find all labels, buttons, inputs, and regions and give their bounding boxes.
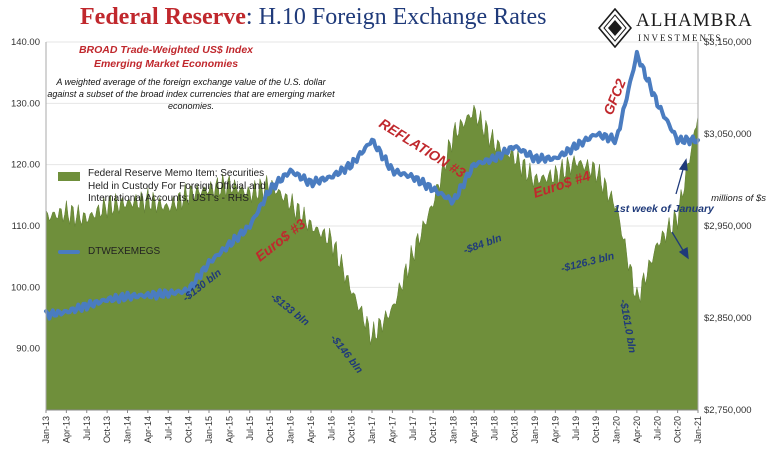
- x-tick-label: Jan-20: [612, 416, 622, 444]
- x-tick-label: Jan-14: [123, 416, 133, 444]
- logo-name: ALHAMBRA: [636, 10, 753, 31]
- x-tick-label: Jul-17: [408, 416, 418, 441]
- legend-swatch-area: [58, 172, 80, 181]
- x-tick-label: Jul-18: [489, 416, 499, 441]
- x-tick-label: Jul-20: [652, 416, 662, 441]
- x-tick-label: Jul-19: [571, 416, 581, 441]
- subtitle-1: BROAD Trade-Weighted US$ Index: [78, 44, 254, 56]
- x-tick-labels: Jan-13 Apr-13 Jul-13 Oct-13 Jan-14 Apr-14 Jul-…: [41, 410, 703, 444]
- x-tick-label: Oct-16: [347, 416, 357, 443]
- x-tick-label: Apr-16: [306, 416, 316, 443]
- arrows: [671, 158, 689, 260]
- right-tick-label: $2,850,000: [704, 313, 752, 324]
- right-tick-label: $3,150,000: [704, 37, 752, 48]
- x-tick-label: Jan-21: [693, 416, 703, 444]
- diamond-logo-icon: [598, 8, 632, 48]
- x-tick-label: Apr-18: [469, 416, 479, 443]
- x-tick-label: Jan-16: [286, 416, 296, 444]
- alhambra-logo: ALHAMBRA INVESTMENTS: [598, 8, 768, 48]
- subtitle-2: Emerging Market Economies: [93, 58, 239, 70]
- x-tick-label: Apr-14: [143, 416, 153, 443]
- arrow-up-head: [678, 158, 688, 171]
- left-tick-label: 110.00: [12, 221, 40, 232]
- right-tick-label: $3,050,000: [704, 129, 752, 140]
- arrow-down-line: [671, 231, 685, 253]
- x-tick-label: Oct-13: [102, 416, 112, 443]
- x-tick-label: Oct-19: [591, 416, 601, 443]
- x-tick-label: Apr-20: [632, 416, 642, 443]
- left-tick-label: 140.00: [11, 37, 40, 48]
- title-rest: : H.10 Foreign Exchange Rates: [245, 4, 547, 30]
- description: A weighted average of the foreign exchan…: [47, 77, 335, 111]
- x-tick-label: Jan-18: [449, 416, 459, 444]
- x-tick-label: Oct-20: [673, 416, 683, 443]
- index-line: [44, 49, 700, 321]
- arrow-up-line: [675, 165, 685, 195]
- x-tick-label: Jan-13: [41, 416, 51, 444]
- x-tick-label: Oct-17: [428, 416, 438, 443]
- left-tick-label: 120.00: [11, 160, 40, 171]
- left-tick-label: 130.00: [11, 98, 40, 109]
- rhs-unit-label: millions of $s: [711, 193, 766, 204]
- left-tick-label: 100.00: [11, 282, 40, 293]
- left-tick-label: 90.00: [16, 344, 40, 355]
- x-tick-label: Jul-16: [326, 416, 336, 441]
- x-tick-label: Jul-15: [245, 416, 255, 441]
- chart-title: Federal Reserve: H.10 Foreign Exchange R…: [80, 4, 547, 31]
- x-tick-label: Jul-13: [82, 416, 92, 441]
- x-tick-label: Jan-19: [530, 416, 540, 444]
- x-tick-label: Oct-15: [265, 416, 275, 443]
- x-tick-label: Apr-19: [550, 416, 560, 443]
- x-tick-label: Apr-15: [224, 416, 234, 443]
- legend-label-index: DTWEXEMEGS: [88, 246, 161, 257]
- title-main: Federal Reserve: [80, 4, 246, 30]
- legend-label-holdings: Federal Reserve Memo Item; Securities He…: [88, 168, 266, 204]
- arrow-down-head: [678, 246, 689, 260]
- legend-swatch-line: [58, 250, 80, 254]
- logo-sub: INVESTMENTS: [638, 33, 723, 43]
- right-tick-labels: $3,150,000 $3,050,000 $2,950,000 $2,850,000…: [704, 37, 752, 416]
- holdings-area: [45, 105, 699, 411]
- x-tick-label: Apr-17: [387, 416, 397, 443]
- x-tick-label: Apr-13: [61, 416, 71, 443]
- left-tick-labels: 140.00 130.00 120.00 110.00 100.00 90.00: [11, 37, 40, 355]
- right-tick-label: $2,750,000: [704, 405, 752, 416]
- x-tick-label: Oct-18: [510, 416, 520, 443]
- x-tick-label: Jan-15: [204, 416, 214, 444]
- x-tick-label: Jul-14: [163, 416, 173, 441]
- x-tick-label: Jan-17: [367, 416, 377, 444]
- annotation-jan-1: 1st week of January: [614, 203, 715, 215]
- x-tick-label: Oct-14: [184, 416, 194, 443]
- right-tick-label: $2,950,000: [704, 221, 752, 232]
